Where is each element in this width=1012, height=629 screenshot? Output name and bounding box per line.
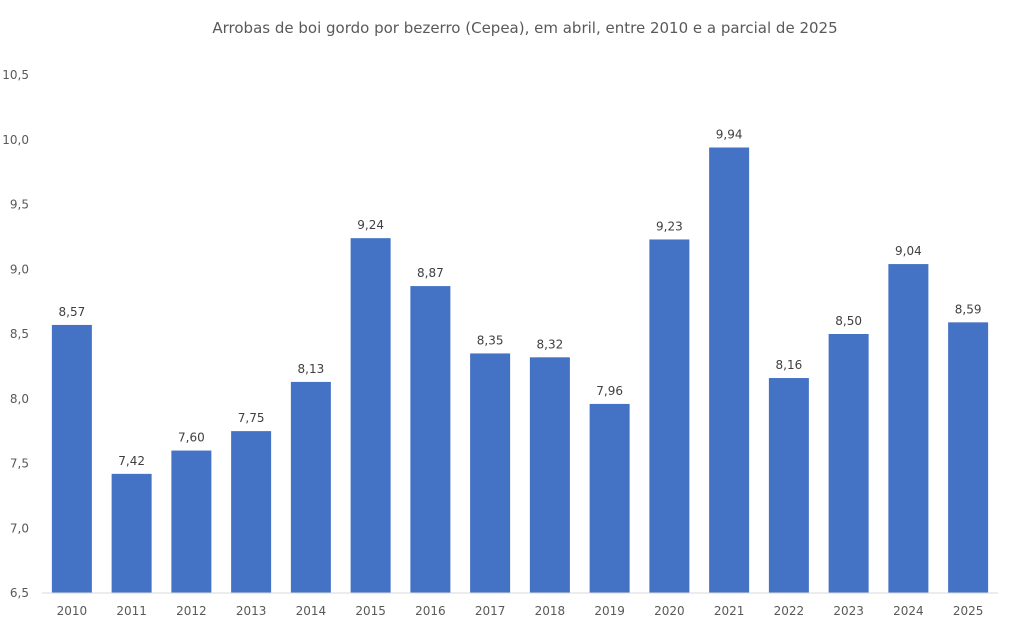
x-tick-label: 2018: [535, 604, 566, 618]
x-tick-label: 2024: [893, 604, 924, 618]
x-tick-label: 2013: [236, 604, 267, 618]
x-tick-label: 2012: [176, 604, 207, 618]
bar-2024: [888, 264, 929, 593]
y-tick-label: 6,5: [10, 586, 29, 600]
data-label: 7,96: [596, 384, 623, 398]
data-label: 7,75: [238, 411, 265, 425]
data-label: 7,60: [178, 431, 205, 445]
data-label: 9,23: [656, 219, 683, 233]
bar-2016: [410, 286, 451, 593]
data-label: 8,59: [955, 302, 982, 316]
bar-2014: [290, 381, 331, 593]
x-axis: 2010 2011 2012 2013 2014 2015 2016 2017 2018 2019…: [57, 604, 984, 618]
bar-2012: [171, 450, 212, 593]
data-label: 8,32: [537, 337, 564, 351]
data-label: 8,35: [477, 333, 504, 347]
y-tick-label: 8,0: [10, 392, 29, 406]
x-tick-label: 2017: [475, 604, 506, 618]
x-tick-label: 2025: [953, 604, 984, 618]
data-label: 8,57: [59, 305, 86, 319]
data-label: 8,50: [835, 314, 862, 328]
bar-2013: [231, 431, 272, 593]
bar-2021: [709, 147, 750, 593]
bar-2011: [111, 473, 152, 593]
data-label: 8,16: [776, 358, 803, 372]
data-label: 9,24: [357, 218, 384, 232]
bar-2023: [828, 334, 869, 593]
x-tick-label: 2019: [594, 604, 625, 618]
x-tick-label: 2022: [774, 604, 805, 618]
data-label: 7,42: [118, 454, 145, 468]
bar-2017: [470, 353, 511, 593]
y-tick-label: 7,0: [10, 521, 29, 535]
x-tick-label: 2016: [415, 604, 446, 618]
y-tick-label: 10,5: [2, 68, 29, 82]
data-label: 8,13: [298, 362, 325, 376]
y-tick-label: 8,5: [10, 327, 29, 341]
data-label: 8,87: [417, 266, 444, 280]
bar-2015: [350, 238, 391, 594]
x-tick-label: 2014: [296, 604, 327, 618]
bar-2025: [948, 322, 989, 593]
x-tick-label: 2023: [833, 604, 864, 618]
bar-2010: [51, 324, 92, 593]
x-tick-label: 2010: [57, 604, 88, 618]
bar-2018: [529, 357, 570, 593]
data-label: 9,94: [716, 128, 743, 142]
y-axis: 6,5 7,0 7,5 8,0 8,5 9,0 9,5 10,0 10,5: [2, 68, 29, 600]
x-tick-label: 2020: [654, 604, 685, 618]
x-tick-label: 2011: [116, 604, 147, 618]
y-tick-label: 9,5: [10, 198, 29, 212]
y-tick-label: 7,5: [10, 457, 29, 471]
bar-2019: [589, 403, 630, 593]
bars: 8,57 7,42 7,60 7,75 8,13 9,24 8,87 8,35 8,32 7,96…: [51, 128, 989, 594]
x-tick-label: 2021: [714, 604, 745, 618]
y-tick-label: 10,0: [2, 133, 29, 147]
bar-2022: [768, 378, 809, 593]
y-tick-label: 9,0: [10, 262, 29, 276]
x-tick-label: 2015: [355, 604, 386, 618]
chart-title: Arrobas de boi gordo por bezerro (Cepea)…: [212, 19, 837, 37]
data-label: 9,04: [895, 244, 922, 258]
bar-2020: [649, 239, 690, 593]
